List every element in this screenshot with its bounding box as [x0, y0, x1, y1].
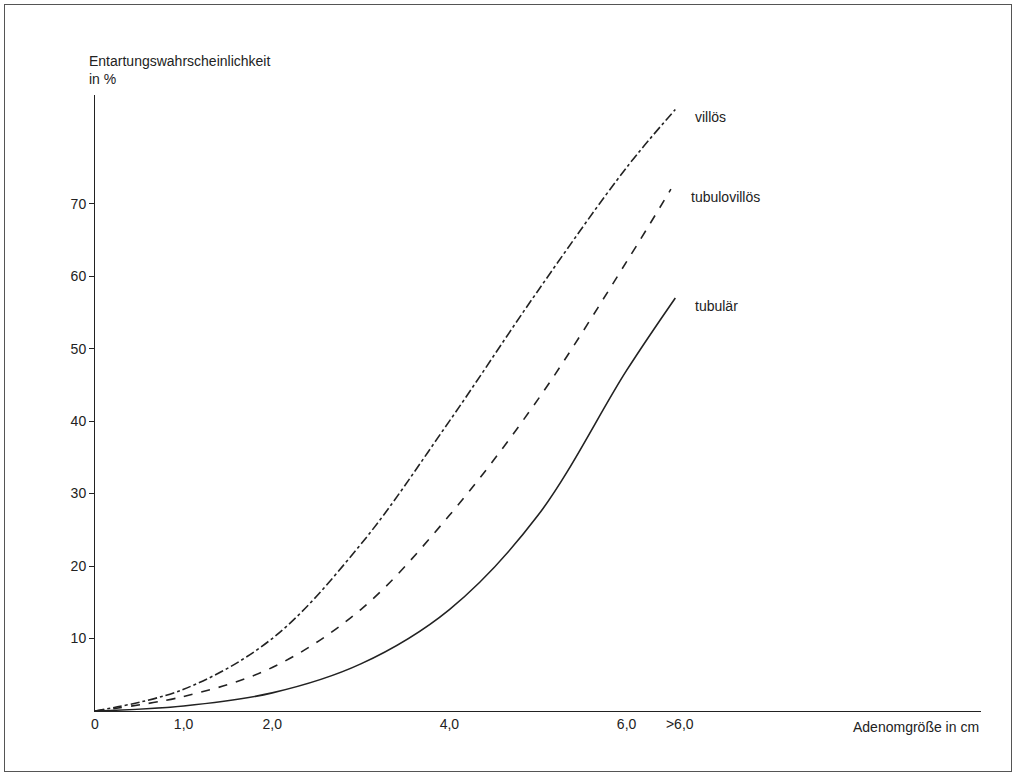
svg-text:Entartungswahrscheinlichkeitin: Entartungswahrscheinlichkeitin %	[89, 53, 270, 87]
svg-text:70: 70	[71, 196, 87, 212]
svg-text:villös: villös	[695, 109, 726, 125]
svg-text:4,0: 4,0	[440, 716, 460, 732]
svg-text:50: 50	[71, 341, 87, 357]
svg-text:tubulovillös: tubulovillös	[691, 189, 760, 205]
svg-text:1,0: 1,0	[174, 716, 194, 732]
svg-text:60: 60	[71, 268, 87, 284]
svg-text:>6,0: >6,0	[666, 716, 694, 732]
svg-text:2,0: 2,0	[262, 716, 282, 732]
svg-text:20: 20	[71, 558, 87, 574]
svg-text:0: 0	[91, 716, 99, 732]
svg-text:6,0: 6,0	[617, 716, 637, 732]
svg-text:Adenomgröße in cm: Adenomgröße in cm	[853, 719, 979, 735]
svg-text:tubulär: tubulär	[695, 298, 738, 314]
svg-text:10: 10	[71, 630, 87, 646]
svg-text:40: 40	[71, 413, 87, 429]
svg-text:30: 30	[71, 485, 87, 501]
